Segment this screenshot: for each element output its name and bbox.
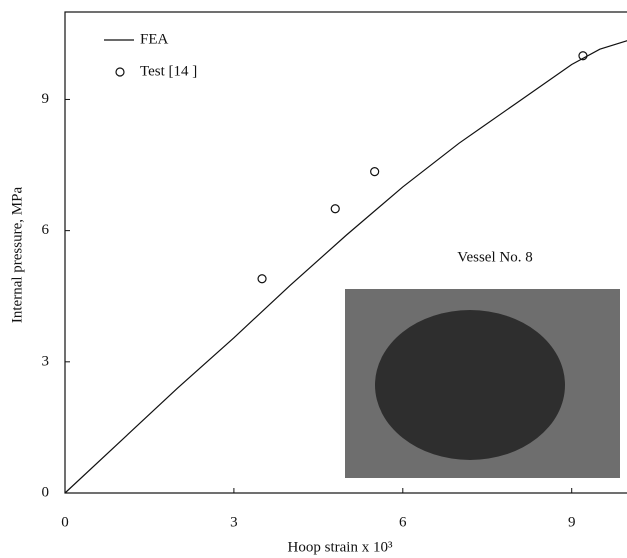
test-point [578,51,588,61]
annotation: Vessel No. 8 [457,249,532,265]
x-axis-label: Hoop strain x 10³ [288,539,393,555]
legend-symbol [115,67,125,77]
test-point [330,204,340,214]
y-tick-label: 3 [42,353,50,369]
inset-vessel [375,310,565,460]
y-tick-label: 6 [42,222,50,238]
x-tick-label: 0 [61,514,69,530]
test-point [370,167,380,177]
x-tick-label: 3 [230,514,238,530]
y-axis-label: Internal pressure, MPa [9,187,25,324]
x-tick-label: 6 [399,514,407,530]
y-tick-label: 9 [42,91,50,107]
test-point [257,274,267,284]
legend-label: FEA [140,31,169,47]
plot-frame [64,11,627,494]
fea-line [64,40,627,494]
y-tick-label: 0 [42,484,50,500]
legend-label: Test [14 ] [140,63,197,79]
x-tick-label: 9 [568,514,576,530]
